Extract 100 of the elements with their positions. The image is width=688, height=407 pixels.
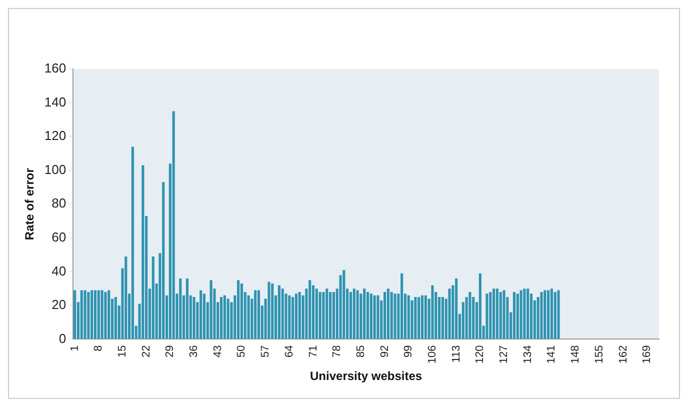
x-tick-label: 78 [331, 345, 344, 358]
bar [152, 256, 154, 339]
bar [455, 278, 458, 339]
x-tick-label: 127 [498, 345, 510, 364]
bar [486, 294, 488, 339]
bar [540, 292, 543, 339]
x-tick-label: 85 [354, 345, 367, 358]
x-tick-label: 141 [546, 345, 558, 364]
bar [512, 292, 516, 339]
bar [448, 288, 451, 339]
bar [94, 290, 97, 339]
bar [349, 292, 352, 339]
bar [294, 294, 298, 339]
bar [100, 290, 104, 339]
bar [342, 270, 346, 339]
bar [550, 288, 553, 339]
bar [520, 290, 522, 339]
bar [329, 292, 332, 339]
bar [278, 285, 280, 339]
x-tick-label: 15 [116, 345, 129, 358]
x-tick-label: 50 [236, 345, 248, 358]
bar [292, 297, 294, 339]
x-tick-label: 113 [450, 345, 462, 363]
x-tick-label: 148 [570, 345, 582, 364]
x-tick-label: 120 [474, 345, 486, 364]
bar [322, 292, 325, 339]
bar [131, 146, 134, 339]
bar [352, 288, 356, 339]
bar [179, 278, 182, 339]
bar [288, 295, 291, 339]
bar [332, 292, 335, 339]
bar [390, 292, 393, 339]
bar [247, 295, 250, 339]
y-tick-label: 140 [44, 94, 66, 110]
y-tick-label: 80 [52, 196, 66, 211]
bar [271, 284, 274, 339]
y-tick-label: 20 [52, 297, 66, 312]
x-tick-label: 71 [307, 345, 320, 358]
bar [186, 278, 188, 339]
bar [394, 294, 396, 339]
bar [489, 292, 492, 339]
bar [200, 290, 202, 339]
bar [254, 290, 257, 339]
x-tick-label: 106 [426, 345, 438, 364]
x-tick-label: 92 [378, 345, 391, 358]
bar [210, 280, 212, 339]
y-tick-label: 160 [44, 60, 66, 76]
x-tick-label: 169 [641, 345, 654, 364]
bar [268, 282, 270, 339]
bar [492, 288, 496, 339]
bar [496, 288, 498, 339]
bar [298, 292, 301, 339]
bar [523, 288, 526, 339]
x-tick-label: 155 [593, 345, 606, 364]
y-tick-label: 60 [52, 229, 66, 244]
bar [363, 288, 366, 339]
bar [431, 285, 434, 339]
bar [407, 295, 410, 339]
bar [386, 288, 390, 339]
x-tick-label: 29 [164, 345, 176, 358]
bar [223, 295, 226, 339]
bar [202, 294, 206, 339]
bar [544, 290, 546, 339]
bar [90, 290, 94, 339]
x-tick-label: 8 [92, 345, 105, 352]
x-tick-label: 64 [283, 345, 296, 358]
bar [315, 288, 318, 339]
y-tick-label: 0 [58, 330, 66, 346]
x-tick-label: 22 [140, 345, 152, 358]
bar [400, 273, 404, 339]
bar [192, 297, 196, 339]
bar [441, 297, 444, 339]
x-tick-label: 36 [188, 345, 200, 358]
bar [502, 290, 506, 339]
bar [162, 182, 165, 339]
bar [468, 292, 472, 339]
bar [97, 290, 100, 339]
x-tick-label: 134 [522, 345, 534, 364]
bar [554, 292, 556, 339]
bar [108, 290, 110, 339]
bar [104, 292, 107, 339]
bar [257, 290, 260, 339]
bar [226, 298, 230, 339]
bar [526, 288, 530, 339]
bar [172, 111, 175, 339]
bar [281, 288, 284, 339]
y-tick-label: 100 [44, 162, 66, 177]
x-axis-title: University websites [310, 369, 422, 384]
bar [308, 280, 312, 339]
bar [366, 292, 370, 339]
bar [384, 292, 386, 339]
bar [373, 295, 376, 339]
bar [80, 290, 83, 339]
bar [418, 297, 420, 339]
bar [326, 288, 328, 339]
bar [87, 292, 90, 339]
bar [499, 292, 502, 339]
bar [142, 165, 144, 339]
bar [356, 290, 359, 339]
bar [74, 290, 76, 339]
